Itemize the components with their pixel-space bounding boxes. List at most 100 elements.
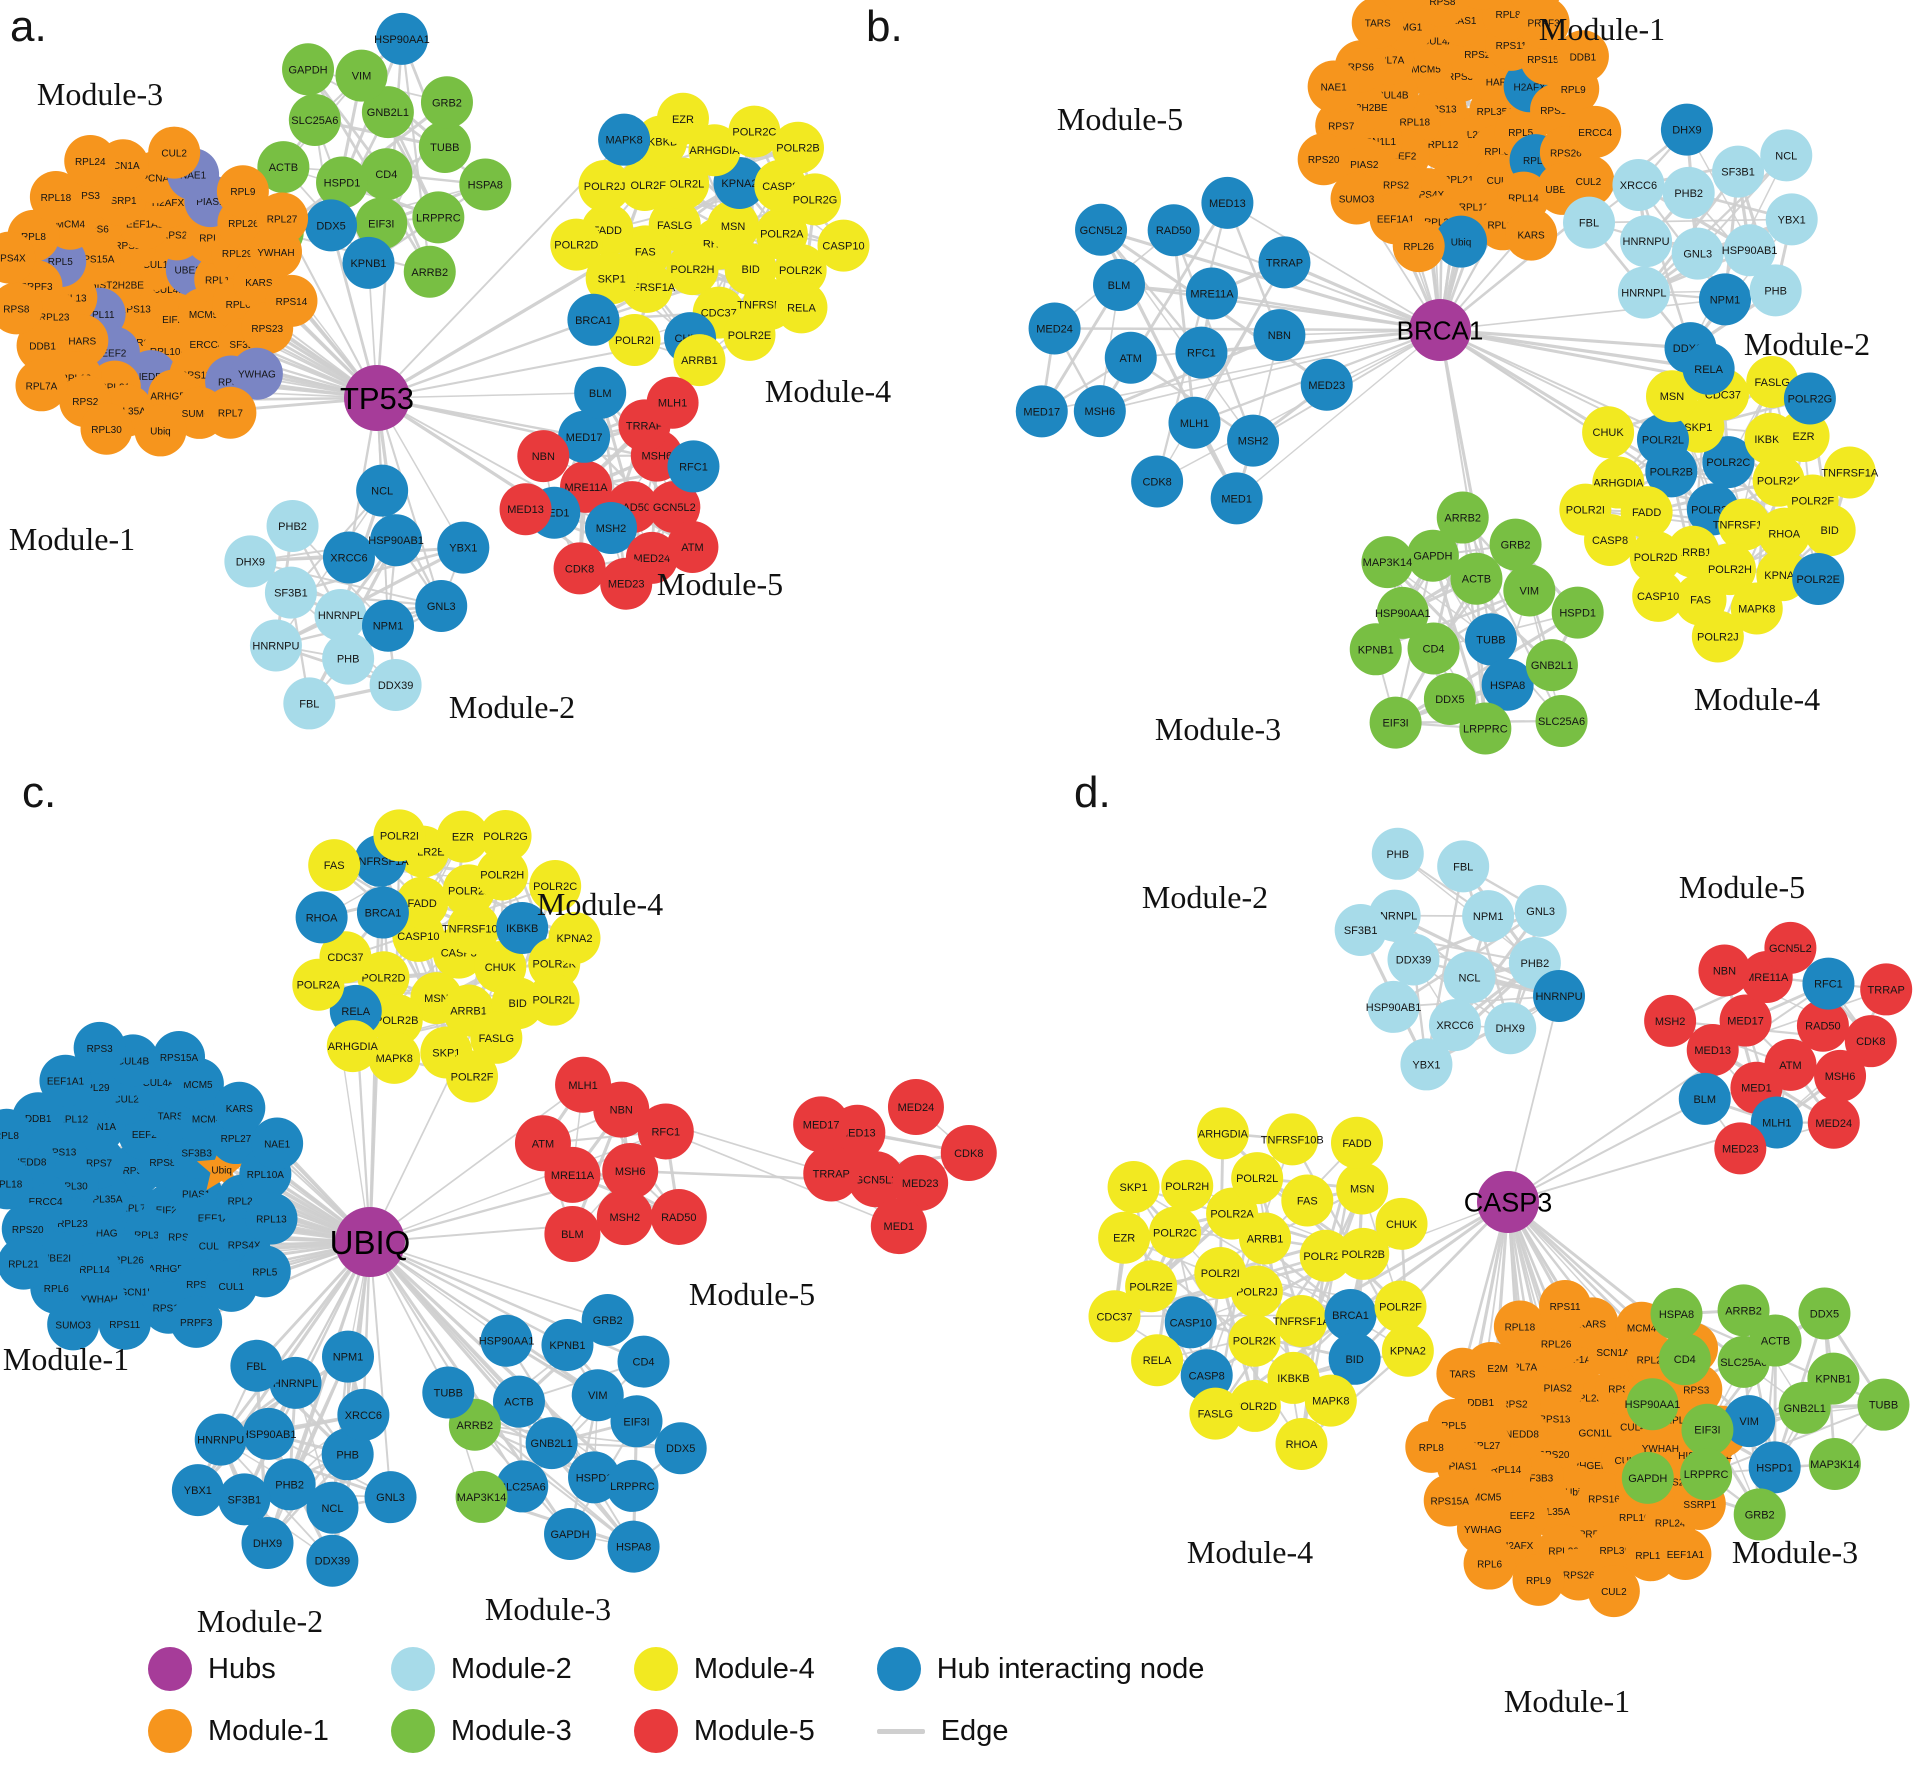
node-POLR2H: POLR2H [666, 243, 719, 296]
node-label: ATM [681, 542, 703, 554]
node-CDK8: CDK8 [940, 1125, 997, 1182]
node-RPS8: RPS8 [1416, 0, 1469, 27]
node-circle [585, 252, 638, 305]
node-TUBB: TUBB [1464, 613, 1517, 666]
node-circle [1621, 1451, 1674, 1504]
node-POLR2G: POLR2G [479, 810, 532, 863]
node-label: MRE11A [1190, 289, 1234, 301]
node-label: POLR2I [1201, 1268, 1240, 1280]
node-label: PRPF3 [20, 282, 53, 293]
node-label: MLH1 [658, 398, 687, 410]
node-circle [1328, 1332, 1381, 1385]
node-circle [574, 366, 627, 419]
node-label: RPS8 [149, 1158, 176, 1169]
node-circle [1299, 1229, 1352, 1282]
node-POLR2B: POLR2B [772, 121, 825, 174]
node-XRCC6: XRCC6 [1428, 999, 1481, 1052]
node-label: RPS15A [76, 255, 115, 266]
edge [474, 1423, 635, 1548]
node-label: RPL9 [230, 187, 255, 198]
node-label: RPL35A [1477, 107, 1515, 118]
node-label: POLR2J [448, 885, 490, 897]
edge [1173, 229, 1441, 331]
edge [665, 1130, 900, 1227]
node-circle [598, 113, 651, 166]
node-circle [242, 1407, 295, 1460]
node-circle [618, 158, 671, 211]
node-TNFRSF10B: TNFRSF10B [442, 902, 505, 955]
node-FASLG: FASLG [470, 1011, 523, 1064]
node-label: RPL18 [1505, 1322, 1536, 1333]
node-label: HARS [68, 337, 96, 348]
node-circle [707, 200, 760, 253]
node-circle [415, 579, 468, 632]
node-circle [1406, 529, 1459, 582]
node-circle [544, 1508, 597, 1561]
edge [275, 546, 465, 647]
node-circle [245, 1192, 298, 1245]
node-GNB2L1: GNB2L1 [1525, 639, 1578, 692]
node-label: RPS16 [114, 241, 146, 252]
node-circle [1304, 1374, 1357, 1427]
node-label: CASP8 [1189, 1370, 1225, 1382]
node-ACTB: ACTB [1450, 552, 1503, 605]
node-label: HIST2H2BE [89, 281, 144, 292]
node-label: GAPDH [1413, 551, 1452, 563]
node-POLR2L: POLR2L [1231, 1152, 1284, 1205]
node-label: HSPA8 [1490, 680, 1525, 692]
node-circle [148, 126, 201, 179]
node-circle [1015, 385, 1068, 438]
panel-d: NCLDDX39NPM1XRCC6HNRNPLPHB2HSP90AB1FBLDH… [1088, 827, 1913, 1719]
legend-item-hubs: Hubs [148, 1638, 329, 1700]
node-label: POLR2C [732, 127, 776, 139]
node-label: SLC25A6 [291, 115, 338, 127]
node-label: FASLG [1198, 1409, 1233, 1421]
node-circle [600, 557, 653, 610]
node-label: ARHGEF4 [150, 391, 198, 402]
node-HSP90AA1: HSP90AA1 [479, 1314, 534, 1367]
node-label: FAS [1297, 1195, 1318, 1207]
node-label: RPL7A [1373, 55, 1405, 66]
node-RHOA: RHOA [1275, 1417, 1328, 1470]
node-label: RELA [787, 302, 816, 314]
node-label: EIF2A [156, 1206, 184, 1217]
node-label: DHX9 [1672, 125, 1701, 137]
node-label: CUL2 [161, 149, 187, 160]
node-label: RPL7A [26, 381, 58, 392]
node-circle [1807, 1096, 1860, 1149]
node-label: NEDD8 [13, 1157, 47, 1168]
node-RPL31: RPL31 [1510, 0, 1560, 17]
node-circle [728, 105, 781, 158]
node-MAP3K14: MAP3K14 [455, 1470, 508, 1523]
node-circle [170, 1295, 223, 1348]
node-GCN5L2: GCN5L2 [1764, 921, 1817, 974]
node-label: RPL21 [8, 1260, 39, 1271]
node-GRB2: GRB2 [1489, 518, 1542, 571]
node-EIF3I: EIF3I [355, 197, 408, 250]
node-label: RELA [1143, 1355, 1172, 1367]
node-label: TRRAP [1266, 257, 1303, 269]
node-label: MCM5 [189, 310, 219, 321]
legend-label: Module-5 [693, 1714, 815, 1747]
node-circle [1723, 224, 1776, 277]
node-MAPK8: MAPK8 [368, 1031, 421, 1084]
node-label: NBN [1713, 966, 1736, 978]
node-circle [455, 1470, 508, 1523]
node-circle [529, 860, 582, 913]
node-label: POLR2H [1708, 564, 1752, 576]
node-label: PIAS2 [1350, 160, 1379, 171]
node-FADD: FADD [1330, 1116, 1383, 1169]
node-label: MED13 [1209, 198, 1246, 210]
node-circle [1307, 60, 1360, 113]
node-label: GAPDH [1628, 1473, 1667, 1485]
node-label: SKP1 [598, 273, 626, 285]
module-label-module-2: Module-2 [1744, 326, 1870, 362]
node-label: TUBB [1476, 634, 1505, 646]
node-label: NEDD8 [134, 372, 168, 383]
node-label: HNRNPL [318, 610, 363, 622]
module-label-module-2: Module-2 [1142, 879, 1268, 915]
nodes: CASP8CASP10TNFRSF10BMSNFADDCHUKPOLR2DPOL… [0, 809, 997, 1587]
node-label: KARS [1579, 1319, 1607, 1330]
node-label: RPL3 [1523, 156, 1548, 167]
node-circle [940, 1125, 997, 1182]
